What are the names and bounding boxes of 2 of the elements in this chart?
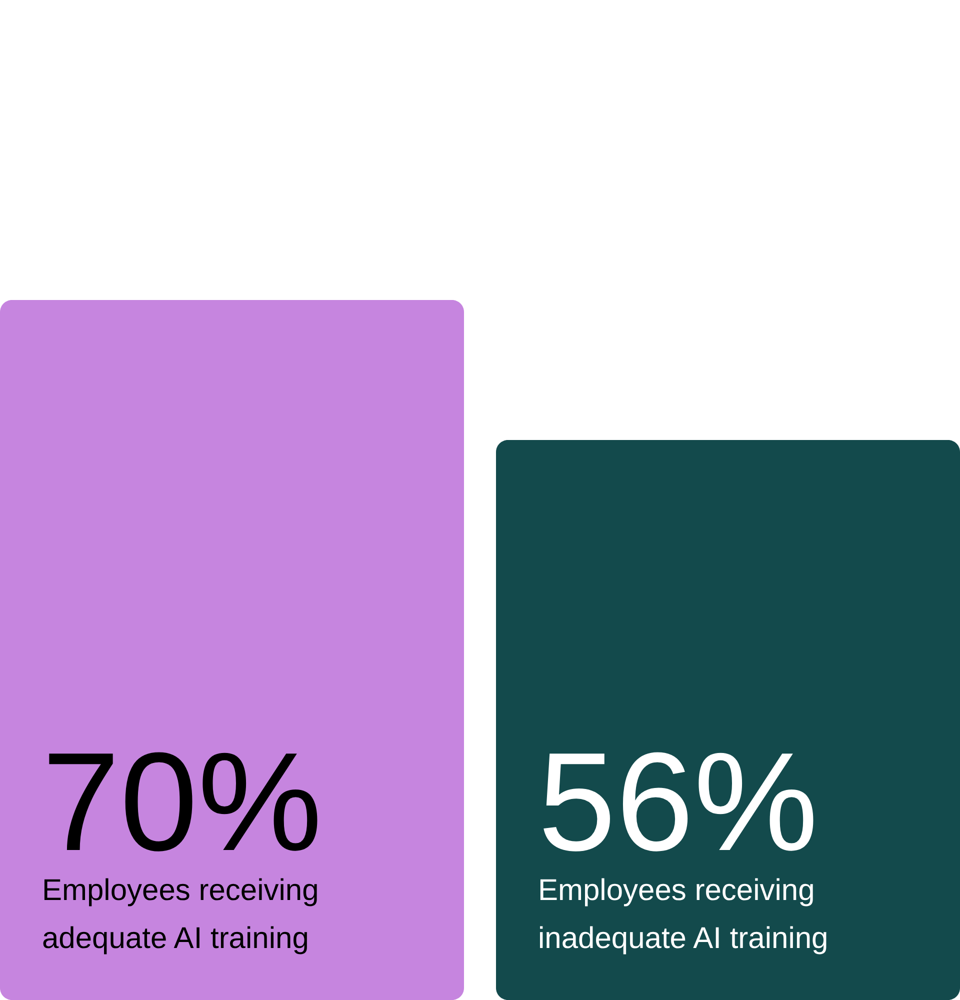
x-tick-label: Employees receiving adequate AI training bbox=[42, 874, 319, 955]
x-tick-label: Employees receiving inadequate AI training bbox=[538, 874, 828, 955]
